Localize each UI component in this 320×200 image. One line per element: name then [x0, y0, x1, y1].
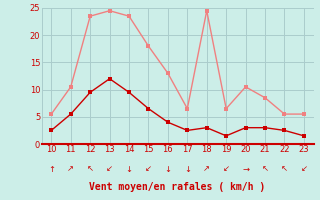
- Text: ↖: ↖: [261, 164, 268, 173]
- Text: ↗: ↗: [67, 164, 74, 173]
- Text: →: →: [242, 164, 249, 173]
- Text: Vent moyen/en rafales ( km/h ): Vent moyen/en rafales ( km/h ): [90, 182, 266, 192]
- Text: ↙: ↙: [223, 164, 230, 173]
- Text: ↙: ↙: [106, 164, 113, 173]
- Text: ↖: ↖: [281, 164, 288, 173]
- Text: ↙: ↙: [300, 164, 308, 173]
- Text: ↓: ↓: [125, 164, 132, 173]
- Text: ↖: ↖: [87, 164, 94, 173]
- Text: ↙: ↙: [145, 164, 152, 173]
- Text: ↗: ↗: [203, 164, 210, 173]
- Text: ↓: ↓: [164, 164, 172, 173]
- Text: ↑: ↑: [48, 164, 55, 173]
- Text: ↓: ↓: [184, 164, 191, 173]
